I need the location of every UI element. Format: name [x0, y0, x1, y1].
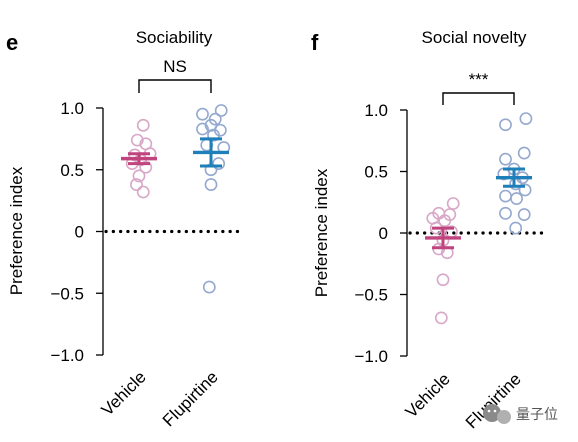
panel-letter-f: f [311, 30, 319, 55]
data-point [132, 169, 146, 183]
significance-label: NS [163, 57, 187, 76]
data-point [517, 146, 531, 160]
significance-label: *** [469, 70, 489, 89]
data-point [204, 178, 218, 191]
y-tick-label: −1.0 [354, 347, 388, 366]
data-point [136, 118, 150, 132]
y-tick-label: −0.5 [50, 284, 84, 303]
panel-f: f Social novelty Preference index 1.0 0.5… [311, 28, 550, 432]
wechat-logo-icon [483, 404, 511, 424]
y-axis-label: Preference index [312, 168, 331, 297]
y-tick-label: 0 [75, 223, 84, 242]
category-label: Vehicle [402, 369, 454, 421]
data-point [438, 214, 452, 228]
significance-bracket [138, 79, 212, 93]
data-point [510, 192, 523, 205]
data-point [446, 197, 460, 210]
data-point [509, 221, 523, 235]
y-tick-label: 1.0 [60, 99, 84, 118]
y-tick-label: −0.5 [354, 286, 388, 305]
y-tick-label: 0.5 [60, 161, 84, 180]
data-point [517, 208, 531, 221]
y-tick-label: −1.0 [50, 346, 84, 365]
panel-e: e Sociability Preference index 1.0 0.5 0 −0… [6, 28, 245, 430]
chart-title: Social novelty [422, 28, 527, 47]
category-label: Vehicle [98, 367, 150, 419]
y-tick-label: 1.0 [364, 101, 388, 120]
data-point [202, 280, 216, 294]
data-point [212, 157, 226, 170]
y-axis-label: Preference index [7, 166, 26, 295]
data-point [499, 189, 512, 203]
watermark: 量子位 [483, 404, 558, 424]
data-point [434, 311, 448, 325]
data-point [207, 128, 220, 142]
panel-letter-e: e [6, 30, 18, 55]
data-point [519, 112, 533, 126]
data-point [130, 133, 144, 147]
watermark-text: 量子位 [516, 407, 558, 423]
data-point [518, 183, 532, 197]
category-label: Flupirtine [159, 367, 222, 430]
data-point [196, 122, 209, 136]
data-point [499, 206, 512, 220]
data-point [436, 273, 450, 287]
chart-title: Sociability [136, 28, 213, 47]
data-point [136, 185, 150, 199]
data-point [499, 152, 512, 166]
y-tick-label: 0.5 [364, 163, 388, 182]
data-point [499, 118, 512, 132]
data-point [139, 160, 153, 174]
data-point [214, 104, 228, 117]
data-point [196, 107, 209, 121]
y-tick-label: 0 [379, 224, 388, 243]
data-point [130, 178, 143, 191]
significance-bracket [442, 92, 515, 105]
